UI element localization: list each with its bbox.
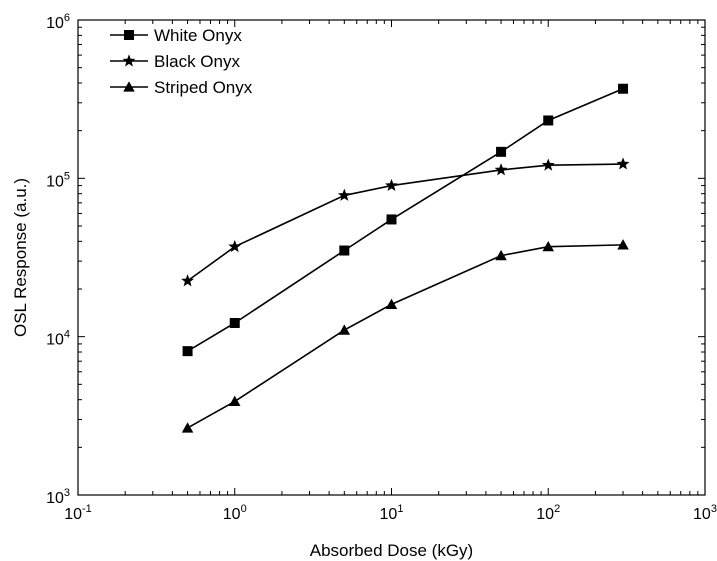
series-line <box>187 244 624 429</box>
series-black-onyx <box>181 157 630 287</box>
series-striped-onyx <box>181 239 629 433</box>
series-layer <box>181 83 630 433</box>
data-point <box>543 115 554 126</box>
legend-label: Striped Onyx <box>154 78 253 97</box>
data-point <box>385 178 398 192</box>
data-point <box>182 346 193 357</box>
data-point <box>228 239 242 253</box>
data-point <box>181 274 194 287</box>
data-point <box>181 422 194 433</box>
data-point <box>617 239 629 250</box>
legend-label: White Onyx <box>154 26 242 45</box>
legend-item: White Onyx <box>110 26 242 45</box>
legend-marker <box>123 81 135 92</box>
series-line <box>187 88 624 352</box>
legend: White Onyx Black Onyx Striped Onyx <box>110 26 253 97</box>
legend-item: Striped Onyx <box>110 78 253 97</box>
x-tick-label: 103 <box>693 503 717 523</box>
data-point <box>542 240 554 252</box>
x-tick-label: 101 <box>380 503 404 523</box>
plot-frame <box>77 19 706 496</box>
data-point <box>229 317 240 328</box>
y-axis-title: OSL Response (a.u.) <box>11 178 30 337</box>
x-tick-label: 10-1 <box>64 503 92 523</box>
data-point <box>385 298 398 309</box>
x-tick-label: 100 <box>223 503 247 523</box>
series-line <box>187 163 624 282</box>
x-tick-label: 102 <box>536 503 560 523</box>
data-point <box>338 324 351 335</box>
data-point <box>496 146 507 157</box>
series-white-onyx <box>182 83 629 357</box>
x-tick-labels: 10-1 100 101 102 103 <box>64 503 717 523</box>
legend-label: Black Onyx <box>154 52 240 71</box>
data-point <box>229 395 241 407</box>
legend-item: Black Onyx <box>110 52 240 71</box>
y-tick-labels: 103 104 105 106 <box>46 12 70 507</box>
data-point <box>495 249 507 261</box>
y-tick-label: 106 <box>46 12 70 32</box>
data-point <box>337 188 351 201</box>
legend-marker <box>122 54 136 67</box>
data-point <box>618 83 629 94</box>
x-axis-title: Absorbed Dose (kGy) <box>310 541 473 560</box>
y-tick-label: 104 <box>46 329 70 349</box>
legend-marker <box>124 30 134 40</box>
data-point <box>616 157 630 170</box>
data-point <box>339 245 350 256</box>
y-tick-label: 103 <box>46 487 70 507</box>
data-point <box>541 158 555 171</box>
y-tick-label: 105 <box>46 170 70 190</box>
data-point <box>386 214 397 225</box>
data-point <box>494 163 508 176</box>
